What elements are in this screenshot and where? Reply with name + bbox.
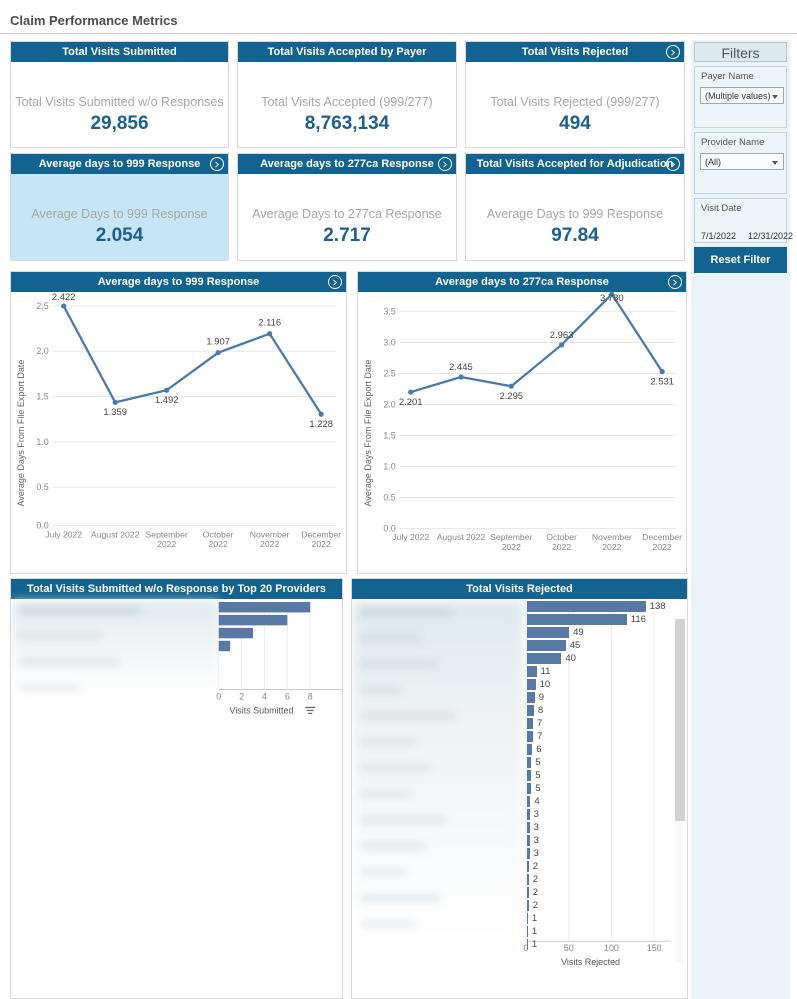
svg-text:0.5: 0.5 xyxy=(36,482,48,492)
svg-text:2.116: 2.116 xyxy=(258,317,281,328)
svg-text:November: November xyxy=(592,532,632,542)
svg-text:July 2022: July 2022 xyxy=(45,529,82,539)
svg-text:2.963: 2.963 xyxy=(550,329,574,340)
svg-text:2.295: 2.295 xyxy=(499,390,523,401)
svg-text:8: 8 xyxy=(308,691,313,701)
svg-text:1.0: 1.0 xyxy=(383,462,395,472)
svg-text:2.445: 2.445 xyxy=(449,361,473,372)
svg-text:2022: 2022 xyxy=(552,542,571,552)
svg-text:1.359: 1.359 xyxy=(103,406,127,417)
svg-text:1.0: 1.0 xyxy=(36,437,48,447)
svg-text:September: September xyxy=(490,532,532,542)
svg-text:2.201: 2.201 xyxy=(399,396,423,407)
svg-text:3.0: 3.0 xyxy=(383,338,395,348)
svg-text:2022: 2022 xyxy=(209,539,228,549)
svg-text:2.0: 2.0 xyxy=(36,346,48,356)
svg-text:1.228: 1.228 xyxy=(309,418,333,429)
svg-text:August 2022: August 2022 xyxy=(91,529,140,539)
svg-text:October: October xyxy=(546,532,577,542)
svg-text:Visits Submitted: Visits Submitted xyxy=(230,705,294,715)
svg-text:4: 4 xyxy=(262,691,267,701)
svg-text:July 2022: July 2022 xyxy=(392,532,429,542)
svg-text:November: November xyxy=(250,529,290,539)
svg-text:6: 6 xyxy=(285,691,290,701)
svg-text:September: September xyxy=(146,529,188,539)
svg-text:1.5: 1.5 xyxy=(36,392,48,402)
svg-text:3.5: 3.5 xyxy=(383,307,395,317)
svg-text:2022: 2022 xyxy=(653,542,672,552)
svg-text:2022: 2022 xyxy=(602,542,621,552)
svg-text:December: December xyxy=(301,529,341,539)
svg-text:2022: 2022 xyxy=(260,539,279,549)
svg-text:0.5: 0.5 xyxy=(383,493,395,503)
svg-text:2.5: 2.5 xyxy=(383,369,395,379)
svg-text:2022: 2022 xyxy=(312,539,331,549)
svg-text:1.492: 1.492 xyxy=(155,394,179,405)
svg-text:2.0: 2.0 xyxy=(383,400,395,410)
svg-text:Visits Rejected: Visits Rejected xyxy=(561,957,620,967)
svg-text:50: 50 xyxy=(564,943,574,953)
svg-text:2: 2 xyxy=(239,691,244,701)
svg-text:2.5: 2.5 xyxy=(36,301,48,311)
svg-text:August 2022: August 2022 xyxy=(437,532,486,542)
svg-text:2022: 2022 xyxy=(157,539,176,549)
svg-text:150: 150 xyxy=(647,943,662,953)
svg-text:1.5: 1.5 xyxy=(383,431,395,441)
svg-text:3.780: 3.780 xyxy=(600,292,624,303)
svg-text:2.531: 2.531 xyxy=(650,376,674,387)
svg-text:October: October xyxy=(203,529,234,539)
svg-text:2.422: 2.422 xyxy=(52,292,76,302)
svg-text:1.907: 1.907 xyxy=(206,336,230,347)
svg-text:100: 100 xyxy=(604,943,619,953)
svg-text:0: 0 xyxy=(216,691,221,701)
svg-text:December: December xyxy=(642,532,682,542)
svg-text:2022: 2022 xyxy=(502,542,521,552)
